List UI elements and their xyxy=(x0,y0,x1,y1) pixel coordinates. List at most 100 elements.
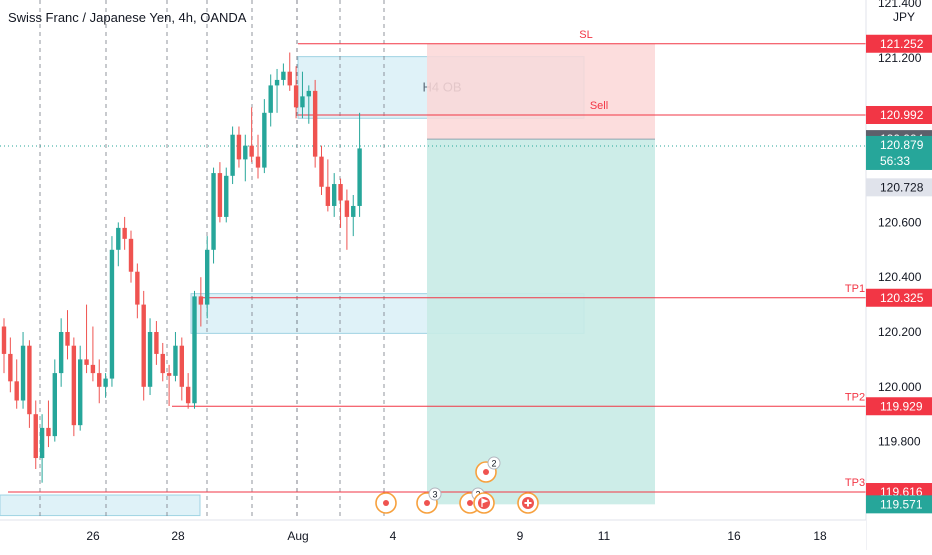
candle[interactable] xyxy=(249,107,254,163)
candle-body xyxy=(97,373,102,387)
candle[interactable] xyxy=(8,337,13,393)
candle[interactable] xyxy=(147,318,153,396)
candle-body xyxy=(300,96,305,108)
candle[interactable] xyxy=(103,373,108,398)
candle[interactable] xyxy=(344,189,350,250)
candle-body xyxy=(217,173,223,217)
candle[interactable] xyxy=(351,195,356,237)
economic-event-dot[interactable]: 3 xyxy=(416,487,442,514)
candle-body xyxy=(243,145,248,160)
candle[interactable] xyxy=(39,414,45,483)
candle[interactable] xyxy=(97,359,102,404)
candle[interactable] xyxy=(262,99,267,174)
candle[interactable] xyxy=(58,318,64,387)
candle[interactable] xyxy=(27,340,32,428)
price-label-text: 120.325 xyxy=(880,291,924,305)
price-label-last: 120.879 56:33 xyxy=(866,135,932,170)
take-profit-zone[interactable] xyxy=(427,139,655,505)
candle[interactable] xyxy=(90,326,96,382)
economic-event-dot[interactable] xyxy=(375,492,397,514)
candle[interactable] xyxy=(154,321,159,365)
order-block-zone[interactable] xyxy=(0,494,201,517)
candle[interactable] xyxy=(52,359,57,442)
price-label-box xyxy=(866,178,932,197)
time-tick: 18 xyxy=(813,529,827,543)
candle[interactable] xyxy=(128,230,134,283)
candle[interactable] xyxy=(268,74,273,127)
candle[interactable] xyxy=(306,85,311,124)
candle[interactable] xyxy=(65,310,70,360)
price-label-box xyxy=(866,495,932,514)
price-axis[interactable] xyxy=(866,0,932,550)
candle[interactable] xyxy=(198,277,204,327)
candle[interactable] xyxy=(338,178,343,228)
candle[interactable] xyxy=(78,345,83,431)
time-tick: 11 xyxy=(598,529,611,543)
time-tick: 9 xyxy=(517,529,524,543)
candle[interactable] xyxy=(33,400,38,470)
candle-body xyxy=(319,156,324,187)
event-core xyxy=(383,500,389,506)
candle[interactable] xyxy=(319,145,324,195)
candle[interactable] xyxy=(236,126,242,168)
candle[interactable] xyxy=(46,400,51,448)
candle[interactable] xyxy=(224,167,229,223)
candle[interactable] xyxy=(192,290,197,409)
candle-body xyxy=(90,364,96,374)
candle[interactable] xyxy=(217,162,223,223)
candle[interactable] xyxy=(166,364,172,406)
candle[interactable] xyxy=(312,79,318,168)
candle-body xyxy=(224,175,229,217)
candle[interactable] xyxy=(14,359,19,409)
candle[interactable] xyxy=(179,337,184,401)
candle[interactable] xyxy=(281,63,286,86)
price-tick: 121.200 xyxy=(878,51,922,65)
price-label-text: 120.992 xyxy=(880,108,924,122)
level-label-tp3: TP3 xyxy=(845,477,865,489)
chart-title: Swiss Franc / Japanese Yen, 4h, OANDA xyxy=(8,10,247,25)
candle[interactable] xyxy=(122,216,127,250)
candle[interactable] xyxy=(300,71,305,119)
candle[interactable] xyxy=(211,167,216,264)
event-count-badge xyxy=(487,456,501,470)
candle-body xyxy=(46,427,51,437)
economic-event-plus[interactable] xyxy=(517,492,539,514)
candle[interactable] xyxy=(160,342,165,382)
candle[interactable] xyxy=(230,126,235,185)
stop-loss-zone[interactable] xyxy=(427,43,655,140)
candle[interactable] xyxy=(332,173,337,217)
event-core xyxy=(478,497,490,509)
plus-icon xyxy=(524,499,532,507)
candle-body xyxy=(344,200,350,217)
candle[interactable] xyxy=(293,66,299,119)
candle-body xyxy=(103,378,108,387)
economic-event-dot[interactable]: 2 xyxy=(475,456,501,483)
candle[interactable] xyxy=(255,134,261,179)
economic-event-flag[interactable] xyxy=(473,492,495,514)
candle[interactable] xyxy=(325,159,331,212)
candle[interactable] xyxy=(71,337,77,437)
candle[interactable] xyxy=(205,236,210,319)
candle[interactable] xyxy=(109,236,115,387)
candle[interactable] xyxy=(20,332,26,409)
candle-body xyxy=(128,238,134,272)
candle-body xyxy=(141,304,146,387)
candle-body xyxy=(262,112,267,168)
candle[interactable] xyxy=(185,373,191,409)
candle-body xyxy=(1,326,7,354)
candle[interactable] xyxy=(84,304,89,374)
candle[interactable] xyxy=(243,134,248,182)
candle[interactable] xyxy=(1,318,7,374)
candle[interactable] xyxy=(357,112,362,217)
candle-body xyxy=(65,332,70,346)
time-tick: 16 xyxy=(727,529,741,543)
time-axis[interactable] xyxy=(0,520,866,550)
candle[interactable] xyxy=(135,263,140,319)
candle[interactable] xyxy=(116,222,121,267)
candle[interactable] xyxy=(173,332,178,382)
candle[interactable] xyxy=(287,52,292,91)
candle[interactable] xyxy=(141,290,146,401)
candle[interactable] xyxy=(274,68,280,113)
